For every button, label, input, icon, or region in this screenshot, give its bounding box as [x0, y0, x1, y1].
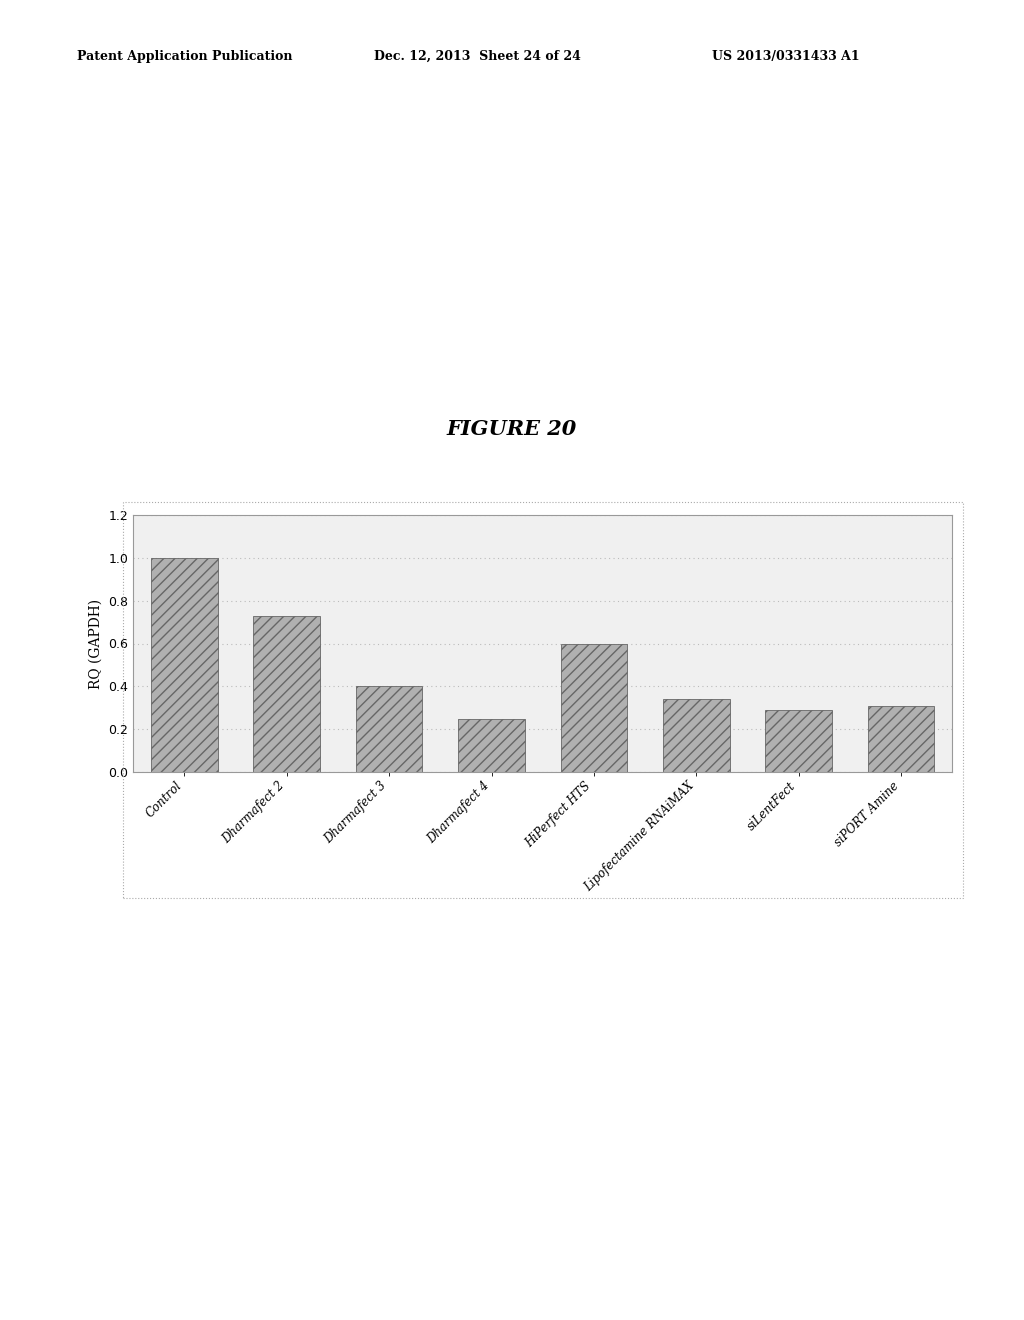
Text: Patent Application Publication: Patent Application Publication	[77, 50, 292, 63]
Bar	[766, 710, 833, 772]
Text: US 2013/0331433 A1: US 2013/0331433 A1	[712, 50, 859, 63]
Bar	[664, 700, 729, 772]
Text: FIGURE 20: FIGURE 20	[446, 418, 578, 440]
Bar	[867, 706, 934, 772]
Bar	[459, 718, 524, 772]
Bar	[152, 557, 217, 772]
Bar	[561, 644, 627, 772]
Y-axis label: RQ (GAPDH): RQ (GAPDH)	[89, 598, 102, 689]
Bar	[254, 615, 319, 772]
Bar	[356, 686, 423, 772]
Text: Dec. 12, 2013  Sheet 24 of 24: Dec. 12, 2013 Sheet 24 of 24	[374, 50, 581, 63]
